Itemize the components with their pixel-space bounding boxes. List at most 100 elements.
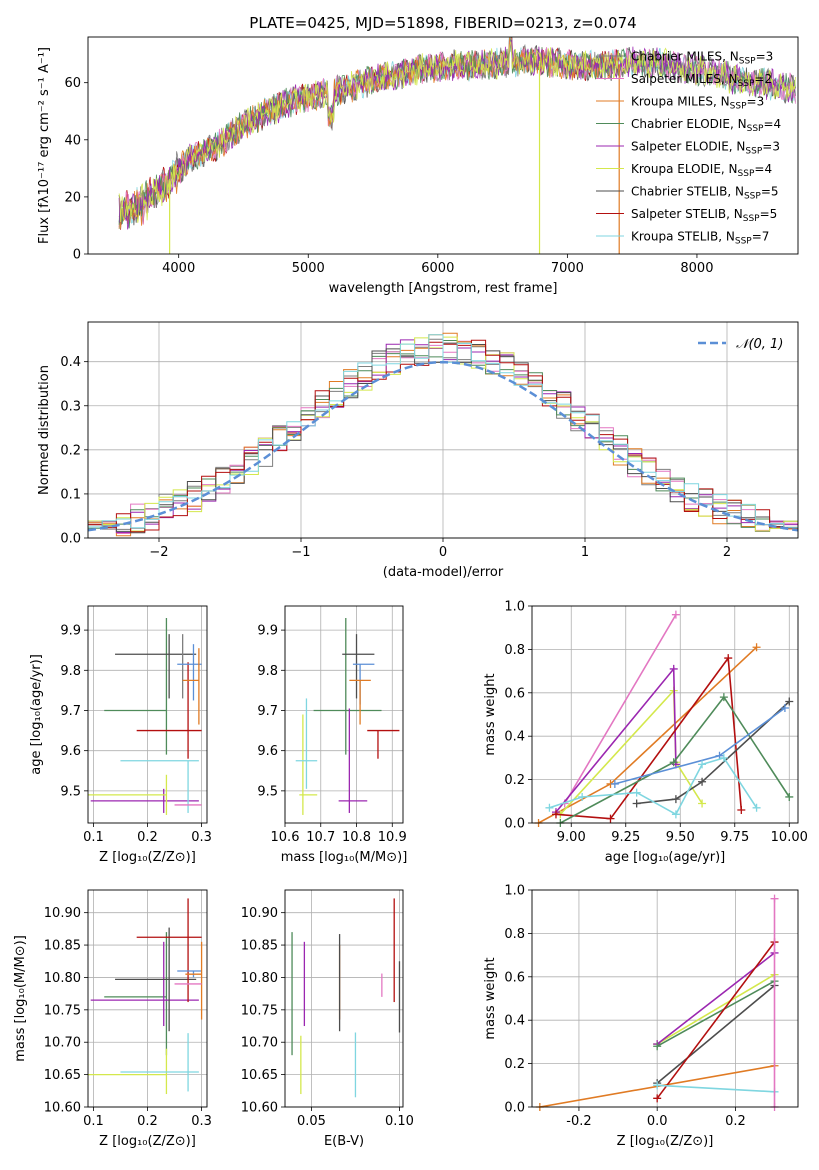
y-tick-label: 0.8 [504, 643, 525, 658]
weight-line [656, 941, 776, 1099]
x-tick-label: 6000 [421, 261, 454, 276]
y-tick-label: 0.0 [504, 1101, 525, 1116]
legend-label: Chabrier ELODIE, NSSP=4 [631, 117, 781, 134]
x-tick-label: 0.2 [137, 1114, 158, 1129]
x-axis-label: age [log₁₀(age/yr)] [605, 850, 726, 865]
spectrum-line [118, 37, 620, 229]
x-tick-label: 10.7 [306, 830, 335, 845]
axes-frame [87, 36, 799, 255]
y-tick-label: 0.8 [504, 927, 525, 942]
y-axis-label: mass weight [483, 957, 498, 1039]
y-tick-label: 9.5 [257, 784, 278, 799]
legend-label: Kroupa MILES, NSSP=3 [631, 95, 764, 112]
x-tick-label: 2 [723, 545, 731, 560]
y-tick-label: 10.60 [241, 1101, 278, 1116]
y-tick-label: 10.85 [241, 939, 278, 954]
residuals-axes: −2 −1 0 1 2 0.0 0.1 0.2 0.3 0.4 (data-model)/error… [37, 321, 799, 580]
y-tick-label: 0.2 [504, 773, 525, 788]
axes-frame [284, 605, 404, 824]
y-tick-label: 1.0 [504, 600, 525, 615]
age-vs-mass-axes: 10.6 10.7 10.8 10.9 9.5 9.6 9.7 9.8 9.9 mass [log… [257, 605, 407, 865]
y-tick-label: 0.0 [60, 532, 81, 547]
x-tick-label: 0 [439, 545, 447, 560]
x-tick-label: 0.2 [137, 830, 158, 845]
weight-line [657, 1084, 775, 1093]
weight-marker [719, 753, 728, 762]
legend-label: Kroupa ELODIE, NSSP=4 [631, 162, 772, 179]
x-tick-label: 9.25 [611, 830, 640, 845]
weight-marker [698, 760, 707, 769]
y-axis-label: Flux [fλ10⁻¹⁷ erg cm⁻² s⁻¹ A⁻¹] [37, 47, 52, 244]
legend-label: Salpeter STELIB, NSSP=5 [631, 207, 777, 224]
y-tick-label: 20 [64, 190, 81, 205]
axes-frame [87, 605, 208, 824]
y-tick-label: 10.65 [44, 1068, 81, 1083]
y-tick-label: 60 [64, 76, 81, 91]
y-tick-label: 10.70 [44, 1036, 81, 1051]
weight-marker [653, 1042, 662, 1051]
axes-frame [531, 605, 799, 824]
y-tick-label: 10.65 [241, 1068, 278, 1083]
weight-marker [785, 792, 794, 801]
y-tick-label: 0 [73, 248, 81, 263]
x-tick-label: 9.50 [666, 830, 695, 845]
y-tick-label: 10.90 [241, 906, 278, 921]
x-axis-label: E(B-V) [324, 1134, 364, 1149]
y-tick-label: 0.2 [60, 443, 81, 458]
axes-frame [531, 889, 799, 1108]
x-tick-label: 0.0 [647, 1114, 668, 1129]
y-tick-label: 0.6 [504, 970, 525, 985]
normal-reference-curve [88, 360, 798, 532]
weight-marker [737, 805, 746, 814]
weight-marker [632, 799, 641, 808]
x-tick-label: 8000 [680, 261, 713, 276]
x-tick-label: 10.6 [271, 830, 300, 845]
x-tick-label: 0.1 [83, 830, 104, 845]
y-tick-label: 10.80 [241, 971, 278, 986]
weight-line [656, 980, 775, 1047]
y-tick-label: 10.70 [241, 1036, 278, 1051]
weight-line [555, 655, 743, 820]
weight-marker [669, 664, 678, 673]
weight-line [564, 614, 677, 804]
x-tick-label: 1 [581, 545, 589, 560]
y-tick-label: 0.2 [504, 1057, 525, 1072]
weight-marker [669, 758, 678, 767]
axes-frame [284, 889, 404, 1108]
weight-marker [785, 697, 794, 706]
x-tick-label: 0.10 [385, 1114, 414, 1129]
legend-label: Salpeter ELODIE, NSSP=3 [631, 140, 780, 157]
x-tick-label: 0.3 [191, 1114, 212, 1129]
figure-title: PLATE=0425, MJD=51898, FIBERID=0213, z=0… [249, 14, 636, 32]
x-axis-label: wavelength [Angstrom, rest frame] [329, 281, 558, 296]
x-tick-label: -0.2 [566, 1114, 591, 1129]
y-tick-label: 10.60 [44, 1101, 81, 1116]
x-tick-label: 9.00 [557, 830, 586, 845]
mass-vs-metallicity-axes: 0.1 0.2 0.3 10.60 10.65 10.70 10.75 10.80 10.85 1… [13, 889, 212, 1149]
weight-marker [724, 654, 733, 663]
y-tick-label: 0.1 [60, 487, 81, 502]
y-axis-label: age [log₁₀(age/yr)] [29, 654, 44, 775]
y-tick-label: 0.4 [504, 1014, 525, 1029]
weight-marker [698, 777, 707, 786]
y-tick-label: 9.5 [60, 784, 81, 799]
x-tick-label: 0.3 [191, 830, 212, 845]
weight-marker [545, 803, 554, 812]
legend-label: Chabrier STELIB, NSSP=5 [631, 185, 779, 202]
x-tick-label: 7000 [551, 261, 584, 276]
spectrum-axes: 4000 5000 6000 7000 8000 0 20 40 60 wavelength [A… [37, 36, 799, 296]
y-tick-label: 9.8 [257, 664, 278, 679]
weight-marker [752, 803, 761, 812]
x-tick-label: 10.9 [378, 830, 407, 845]
y-axis-label: Normed distribution [37, 365, 52, 495]
y-tick-label: 10.90 [44, 906, 81, 921]
y-tick-label: 1.0 [504, 884, 525, 899]
x-tick-label: 10.8 [342, 830, 371, 845]
x-axis-label: Z [log₁₀(Z/Z⊙)] [99, 1134, 196, 1149]
y-tick-label: 9.9 [257, 624, 278, 639]
x-tick-label: −2 [149, 545, 168, 560]
weight-line [656, 973, 775, 1045]
legend-label: Chabrier MILES, NSSP=3 [631, 50, 773, 67]
weight-marker [671, 610, 680, 619]
spectrum-line [118, 41, 796, 223]
